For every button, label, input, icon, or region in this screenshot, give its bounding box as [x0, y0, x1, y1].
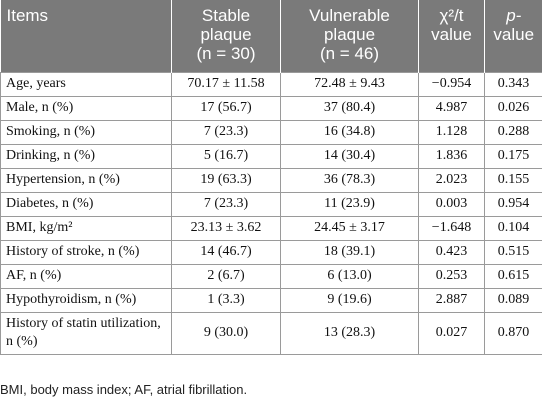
cell-stat: 0.003 [418, 191, 485, 217]
header-vulnerable-n: (n = 46) [319, 44, 380, 63]
cell-vulnerable: 37 (80.4) [280, 95, 419, 121]
cell-p: 0.089 [484, 287, 542, 313]
header-stable-line1: Stable [201, 6, 251, 25]
cell-stat: 0.027 [418, 311, 485, 355]
cell-stat: 0.423 [418, 239, 485, 265]
cell-vulnerable: 24.45 ± 3.17 [280, 215, 419, 241]
table-row: BMI, kg/m² 23.13 ± 3.62 24.45 ± 3.17 −1.… [0, 215, 542, 241]
cell-vulnerable: 14 (30.4) [280, 143, 419, 169]
cell-stable: 17 (56.7) [171, 95, 281, 121]
header-vulnerable-plaque: Vulnerable plaque (n = 46) [280, 0, 419, 72]
header-p-line1: p- [506, 6, 522, 25]
header-stable-n: (n = 30) [196, 44, 256, 63]
table-footnote: BMI, body mass index; AF, atrial fibrill… [0, 382, 248, 397]
header-statistic: χ²/t value [418, 0, 485, 72]
cell-item: Diabetes, n (%) [0, 191, 172, 217]
cell-p: 0.954 [484, 191, 542, 217]
table-header: Items Stable plaque (n = 30) Vulnerable … [0, 0, 542, 72]
cell-item: Age, years [0, 71, 172, 97]
header-stable-line2: plaque [200, 25, 252, 44]
cell-vulnerable: 16 (34.8) [280, 119, 419, 145]
table-row: Hypertension, n (%) 19 (63.3) 36 (78.3) … [0, 167, 542, 193]
baseline-characteristics-table: Items Stable plaque (n = 30) Vulnerable … [0, 0, 542, 355]
cell-stat: −1.648 [418, 215, 485, 241]
header-vulnerable-line2: plaque [323, 25, 376, 44]
cell-vulnerable: 18 (39.1) [280, 239, 419, 265]
header-p-line2: value [493, 25, 535, 44]
cell-vulnerable: 36 (78.3) [280, 167, 419, 193]
table-row: Diabetes, n (%) 7 (23.3) 11 (23.9) 0.003… [0, 191, 542, 217]
table-row: Age, years 70.17 ± 11.58 72.48 ± 9.43 −0… [0, 71, 542, 97]
cell-stat: 0.253 [418, 263, 485, 289]
table-row: Male, n (%) 17 (56.7) 37 (80.4) 4.987 0.… [0, 95, 542, 121]
cell-item: AF, n (%) [0, 263, 172, 289]
cell-p: 0.343 [484, 71, 542, 97]
cell-stat: 1.128 [418, 119, 485, 145]
cell-item: Drinking, n (%) [0, 143, 172, 169]
cell-p: 0.175 [484, 143, 542, 169]
cell-item: History of stroke, n (%) [0, 239, 172, 265]
cell-stable: 1 (3.3) [171, 287, 281, 313]
cell-item: Hypertension, n (%) [0, 167, 172, 193]
cell-stable: 2 (6.7) [171, 263, 281, 289]
cell-stable: 19 (63.3) [171, 167, 281, 193]
cell-vulnerable: 11 (23.9) [280, 191, 419, 217]
cell-item: Hypothyroidism, n (%) [0, 287, 172, 313]
cell-stable: 9 (30.0) [171, 311, 281, 355]
table-row: Drinking, n (%) 5 (16.7) 14 (30.4) 1.836… [0, 143, 542, 169]
cell-item: Male, n (%) [0, 95, 172, 121]
cell-vulnerable: 6 (13.0) [280, 263, 419, 289]
header-items: Items [0, 0, 172, 72]
table-body: Age, years 70.17 ± 11.58 72.48 ± 9.43 −0… [0, 71, 542, 355]
header-p-value: p- value [484, 0, 542, 72]
cell-p: 0.104 [484, 215, 542, 241]
cell-p: 0.026 [484, 95, 542, 121]
table-row: Hypothyroidism, n (%) 1 (3.3) 9 (19.6) 2… [0, 287, 542, 313]
cell-p: 0.155 [484, 167, 542, 193]
header-items-label: Items [6, 6, 49, 25]
cell-vulnerable: 72.48 ± 9.43 [280, 71, 419, 97]
cell-item: History of statin utilization, n (%) [0, 311, 172, 355]
cell-stable: 7 (23.3) [171, 119, 281, 145]
cell-p: 0.870 [484, 311, 542, 355]
cell-item: BMI, kg/m² [0, 215, 172, 241]
cell-stat: 1.836 [418, 143, 485, 169]
cell-stable: 5 (16.7) [171, 143, 281, 169]
cell-item: Smoking, n (%) [0, 119, 172, 145]
table-row: History of stroke, n (%) 14 (46.7) 18 (3… [0, 239, 542, 265]
cell-stable: 23.13 ± 3.62 [171, 215, 281, 241]
header-stat-line2: value [431, 25, 472, 44]
table-row: AF, n (%) 2 (6.7) 6 (13.0) 0.253 0.615 [0, 263, 542, 289]
cell-vulnerable: 9 (19.6) [280, 287, 419, 313]
cell-p: 0.615 [484, 263, 542, 289]
cell-stat: 4.987 [418, 95, 485, 121]
cell-stat: −0.954 [418, 71, 485, 97]
cell-p: 0.515 [484, 239, 542, 265]
cell-p: 0.288 [484, 119, 542, 145]
header-stable-plaque: Stable plaque (n = 30) [171, 0, 281, 72]
table-row: History of statin utilization, n (%) 9 (… [0, 311, 542, 355]
header-row: Items Stable plaque (n = 30) Vulnerable … [0, 0, 542, 72]
table-row: Smoking, n (%) 7 (23.3) 16 (34.8) 1.128 … [0, 119, 542, 145]
cell-stat: 2.023 [418, 167, 485, 193]
cell-stable: 14 (46.7) [171, 239, 281, 265]
header-stat-line1: χ²/t [439, 6, 464, 25]
cell-stat: 2.887 [418, 287, 485, 313]
cell-stable: 7 (23.3) [171, 191, 281, 217]
header-vulnerable-line1: Vulnerable [309, 6, 390, 25]
cell-stable: 70.17 ± 11.58 [171, 71, 281, 97]
cell-vulnerable: 13 (28.3) [280, 311, 419, 355]
